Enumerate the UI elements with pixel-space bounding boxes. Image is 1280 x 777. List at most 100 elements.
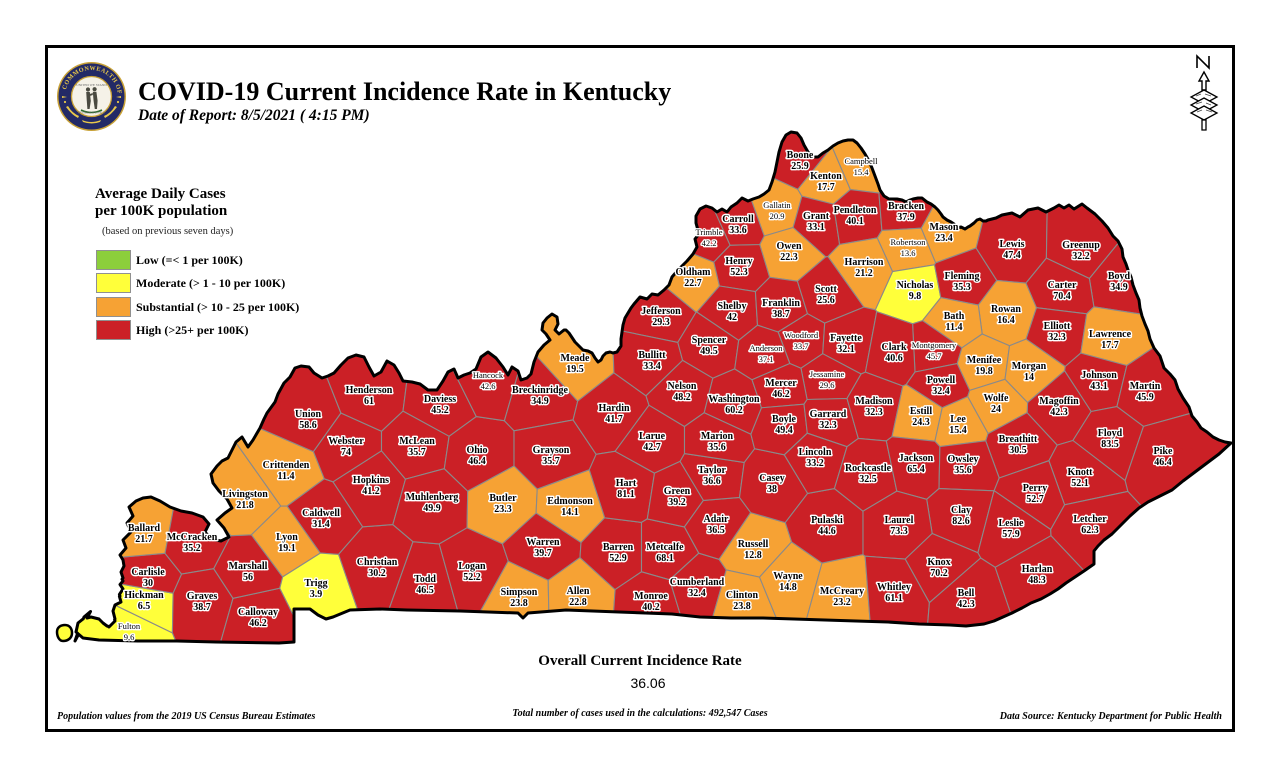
svg-text:Washington: Washington	[708, 394, 760, 405]
svg-text:30.2: 30.2	[368, 568, 386, 579]
svg-text:68.1: 68.1	[656, 553, 674, 564]
svg-text:35.7: 35.7	[542, 456, 560, 467]
svg-text:82.6: 82.6	[952, 516, 970, 527]
svg-text:42.2: 42.2	[702, 238, 717, 248]
svg-text:13.6: 13.6	[901, 248, 916, 258]
svg-text:Mercer: Mercer	[765, 378, 797, 389]
svg-text:Nelson: Nelson	[668, 381, 697, 392]
svg-text:Hart: Hart	[616, 478, 637, 489]
svg-text:Clark: Clark	[882, 342, 907, 353]
svg-text:Trimble: Trimble	[695, 227, 722, 237]
svg-text:Carroll: Carroll	[722, 214, 754, 225]
svg-text:Owen: Owen	[777, 241, 802, 252]
svg-text:Anderson: Anderson	[749, 343, 783, 353]
svg-text:Pendleton: Pendleton	[834, 205, 877, 216]
svg-text:Barren: Barren	[603, 542, 634, 553]
svg-text:Carter: Carter	[1048, 280, 1077, 291]
svg-text:Ohio: Ohio	[466, 445, 487, 456]
svg-text:15.4: 15.4	[949, 425, 967, 436]
svg-text:Fayette: Fayette	[830, 333, 862, 344]
svg-text:49.9: 49.9	[423, 503, 441, 514]
svg-text:Metcalfe: Metcalfe	[646, 542, 684, 553]
svg-text:57.9: 57.9	[1002, 529, 1020, 540]
svg-text:34.9: 34.9	[1110, 282, 1128, 293]
svg-text:15.4: 15.4	[854, 167, 870, 177]
svg-text:33.4: 33.4	[643, 361, 661, 372]
svg-text:21.7: 21.7	[135, 534, 153, 545]
svg-text:Owen: Owen	[777, 241, 802, 252]
svg-text:Casey: Casey	[759, 473, 785, 484]
svg-text:Jackson: Jackson	[899, 453, 934, 464]
svg-text:Grayson: Grayson	[533, 445, 570, 456]
svg-text:52.7: 52.7	[1026, 494, 1044, 505]
svg-text:38.7: 38.7	[772, 309, 790, 320]
svg-text:25.9: 25.9	[791, 161, 809, 172]
svg-text:23.8: 23.8	[733, 601, 751, 612]
svg-text:Lyon: Lyon	[276, 532, 298, 543]
svg-text:Larue: Larue	[639, 431, 666, 442]
svg-text:42.7: 42.7	[643, 442, 661, 453]
svg-text:43.1: 43.1	[1090, 381, 1108, 392]
svg-text:Franklin: Franklin	[762, 298, 800, 309]
svg-text:Hancock: Hancock	[473, 370, 504, 380]
svg-text:49.9: 49.9	[423, 503, 441, 514]
svg-text:Carroll: Carroll	[722, 214, 754, 225]
svg-text:33.2: 33.2	[806, 458, 824, 469]
svg-text:12.8: 12.8	[744, 550, 762, 561]
svg-text:Pulaski: Pulaski	[811, 515, 843, 526]
svg-text:Harrison: Harrison	[845, 257, 884, 268]
svg-text:52.9: 52.9	[609, 553, 627, 564]
svg-text:16.4: 16.4	[997, 315, 1015, 326]
svg-text:Simpson: Simpson	[501, 587, 538, 598]
svg-text:33.7: 33.7	[794, 341, 809, 351]
svg-text:36.6: 36.6	[703, 476, 721, 487]
svg-text:Breckinridge: Breckinridge	[512, 385, 568, 396]
svg-text:Anderson: Anderson	[749, 343, 783, 353]
svg-text:Fayette: Fayette	[830, 333, 862, 344]
svg-text:Green: Green	[664, 486, 691, 497]
svg-text:23.3: 23.3	[494, 504, 512, 515]
svg-text:Lincoln: Lincoln	[799, 447, 832, 458]
svg-text:Wayne: Wayne	[773, 571, 803, 582]
svg-text:Taylor: Taylor	[698, 465, 727, 476]
svg-text:14.1: 14.1	[561, 507, 579, 518]
svg-text:22.3: 22.3	[780, 252, 798, 263]
svg-text:Knox: Knox	[927, 557, 950, 568]
svg-text:Graves: Graves	[187, 591, 218, 602]
svg-text:Ballard: Ballard	[128, 523, 161, 534]
svg-text:Mason: Mason	[930, 222, 959, 233]
svg-text:Perry: Perry	[1023, 483, 1047, 494]
svg-text:Pulaski: Pulaski	[811, 515, 843, 526]
svg-text:42.2: 42.2	[702, 238, 717, 248]
svg-text:14.1: 14.1	[561, 507, 579, 518]
svg-text:Boone: Boone	[787, 150, 814, 161]
svg-text:Hopkins: Hopkins	[353, 475, 389, 486]
svg-text:46.5: 46.5	[416, 585, 434, 596]
svg-text:60.2: 60.2	[725, 405, 743, 416]
svg-text:Martin: Martin	[1130, 381, 1161, 392]
svg-text:Woodford: Woodford	[784, 330, 819, 340]
svg-text:32.4: 32.4	[932, 386, 950, 397]
svg-text:37.1: 37.1	[759, 354, 774, 364]
svg-text:Pike: Pike	[1154, 446, 1173, 457]
svg-text:13.6: 13.6	[901, 248, 916, 258]
svg-text:52.9: 52.9	[609, 553, 627, 564]
svg-text:Rowan: Rowan	[991, 304, 1021, 315]
svg-text:Lyon: Lyon	[276, 532, 298, 543]
svg-text:Hart: Hart	[616, 478, 637, 489]
svg-text:37.9: 37.9	[897, 212, 915, 223]
svg-text:Spencer: Spencer	[692, 335, 727, 346]
svg-text:35.7: 35.7	[408, 447, 426, 458]
svg-text:Henry: Henry	[725, 256, 752, 267]
svg-text:Nelson: Nelson	[668, 381, 697, 392]
svg-text:Robertson: Robertson	[891, 237, 927, 247]
svg-text:73.3: 73.3	[890, 526, 908, 537]
svg-text:McLean: McLean	[399, 436, 435, 447]
svg-text:Crittenden: Crittenden	[263, 460, 310, 471]
svg-text:52.1: 52.1	[1071, 478, 1089, 489]
svg-text:14.8: 14.8	[779, 582, 797, 593]
svg-text:32.4: 32.4	[932, 386, 950, 397]
svg-text:Lee: Lee	[950, 414, 966, 425]
svg-text:Bracken: Bracken	[888, 201, 925, 212]
svg-text:46.2: 46.2	[249, 618, 267, 629]
